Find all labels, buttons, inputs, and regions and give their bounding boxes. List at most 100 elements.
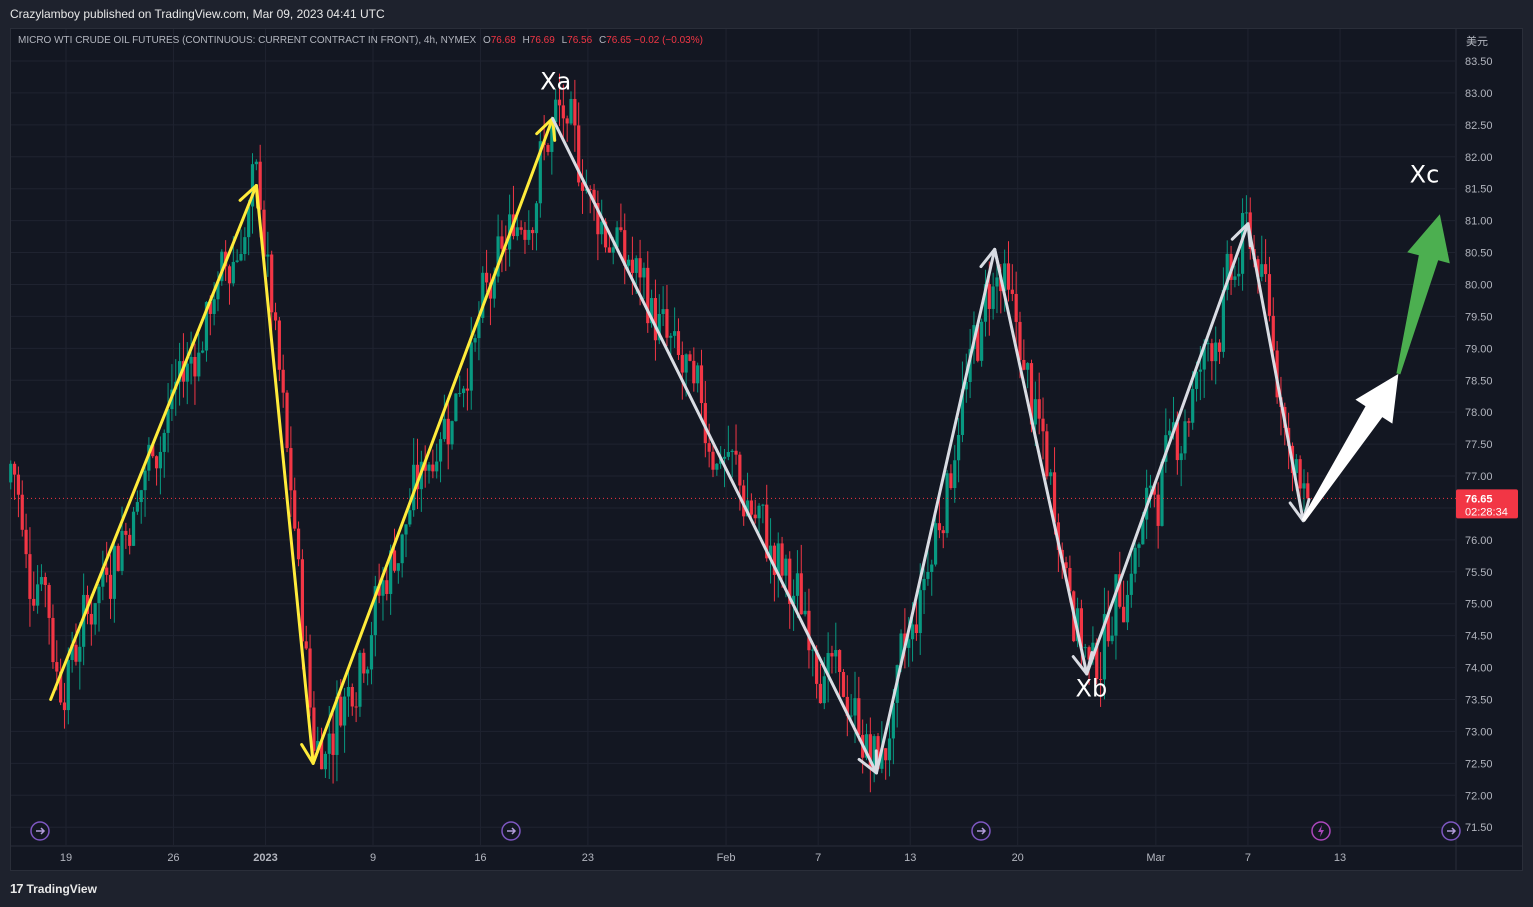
candle-160 bbox=[623, 213, 627, 285]
candle-181 bbox=[703, 381, 707, 458]
candle-body bbox=[980, 321, 984, 361]
candle-95 bbox=[373, 575, 377, 657]
wave-arrow-0 bbox=[49, 184, 260, 701]
candle-body bbox=[1152, 485, 1156, 495]
wave-arrow-head bbox=[1288, 497, 1311, 523]
candle-body bbox=[546, 145, 550, 152]
candle-body bbox=[412, 464, 416, 511]
candle-body bbox=[343, 696, 347, 726]
x-tick-label: 26 bbox=[167, 852, 179, 864]
dividend-event-icon[interactable] bbox=[1311, 821, 1331, 841]
y-tick-label: 80.50 bbox=[1465, 248, 1493, 260]
wave-arrow-7 bbox=[1246, 222, 1311, 523]
candle-body bbox=[166, 409, 170, 433]
candle-body bbox=[254, 161, 258, 165]
candle-98 bbox=[385, 568, 389, 601]
tradingview-logo[interactable]: 17 TradingView bbox=[10, 881, 97, 896]
candle-body bbox=[293, 490, 297, 529]
candle-body bbox=[619, 227, 623, 231]
candle-body bbox=[726, 452, 730, 457]
candle-body bbox=[1095, 642, 1099, 679]
candle-79 bbox=[312, 691, 316, 758]
candle-322 bbox=[1244, 195, 1249, 228]
candle-body bbox=[108, 574, 113, 599]
brand-name: TradingView bbox=[26, 881, 97, 896]
candle-body bbox=[561, 105, 565, 119]
candle-body bbox=[1225, 253, 1229, 290]
candle-300 bbox=[1160, 459, 1164, 527]
contract-rollover-icon[interactable] bbox=[501, 821, 521, 841]
candle-64 bbox=[254, 159, 258, 171]
candle-205 bbox=[795, 550, 800, 618]
candle-193 bbox=[749, 493, 753, 519]
candle-178 bbox=[692, 347, 696, 392]
candle-body bbox=[799, 573, 803, 615]
candle-26 bbox=[108, 554, 113, 619]
candle-264 bbox=[1022, 339, 1026, 371]
candle-body bbox=[926, 572, 930, 579]
candle-body bbox=[258, 161, 262, 210]
candle-261 bbox=[1010, 264, 1014, 302]
candle-238 bbox=[922, 568, 926, 615]
candle-body bbox=[1264, 264, 1268, 275]
candle-174 bbox=[676, 318, 681, 360]
x-tick-label: 9 bbox=[370, 852, 376, 864]
contract-rollover-icon[interactable] bbox=[1441, 821, 1461, 841]
candle-body bbox=[600, 221, 604, 235]
x-tick-label: 2023 bbox=[253, 852, 277, 864]
candle-104 bbox=[408, 488, 412, 527]
candle-211 bbox=[818, 663, 823, 704]
contract-rollover-icon[interactable] bbox=[30, 821, 50, 841]
x-tick-label: 13 bbox=[1334, 852, 1346, 864]
candles bbox=[9, 73, 1310, 793]
candle-body bbox=[745, 500, 750, 517]
candle-body bbox=[884, 748, 888, 761]
candle-body bbox=[327, 733, 331, 754]
candle-110 bbox=[431, 449, 435, 479]
candle-body bbox=[247, 206, 251, 238]
y-tick-label: 83.00 bbox=[1465, 88, 1493, 100]
candle-40 bbox=[162, 429, 166, 478]
candle-body bbox=[577, 125, 581, 183]
candle-body bbox=[1198, 369, 1202, 372]
x-tick-label: 7 bbox=[815, 852, 821, 864]
candle-body bbox=[864, 734, 869, 758]
high-value: 76.69 bbox=[529, 35, 555, 46]
candle-body bbox=[1202, 343, 1206, 370]
candle-body bbox=[707, 443, 711, 452]
candle-body bbox=[1010, 289, 1014, 294]
candle-132 bbox=[515, 216, 519, 241]
candle-31 bbox=[128, 528, 132, 555]
candle-166 bbox=[646, 251, 650, 333]
candle-124 bbox=[484, 249, 489, 293]
candle-179 bbox=[696, 362, 700, 393]
chart-pane[interactable] bbox=[10, 28, 1523, 871]
candle-177 bbox=[688, 350, 692, 362]
contract-rollover-icon[interactable] bbox=[971, 821, 991, 841]
candle-body bbox=[131, 511, 136, 546]
candle-body bbox=[465, 388, 470, 391]
candle-239 bbox=[926, 546, 930, 586]
candle-body bbox=[880, 748, 884, 769]
candle-body bbox=[1098, 678, 1103, 680]
candle-151 bbox=[588, 185, 592, 214]
candle-body bbox=[991, 286, 995, 309]
wave-arrow-line bbox=[874, 247, 997, 775]
wave-arrows bbox=[49, 116, 1311, 775]
candle-328 bbox=[1267, 256, 1272, 322]
candle-body bbox=[177, 361, 182, 382]
candle-body bbox=[849, 715, 853, 717]
y-tick-label: 78.50 bbox=[1465, 375, 1493, 387]
candle-body bbox=[1244, 212, 1249, 214]
candle-109 bbox=[427, 461, 431, 484]
candle-body bbox=[431, 464, 435, 472]
candle-280 bbox=[1083, 643, 1087, 658]
candle-body bbox=[1003, 263, 1007, 292]
candle-body bbox=[373, 586, 377, 636]
candle-body bbox=[1045, 431, 1049, 477]
candle-138 bbox=[538, 129, 542, 218]
candle-body bbox=[784, 558, 788, 576]
candle-body bbox=[818, 683, 823, 704]
candle-327 bbox=[1264, 239, 1268, 282]
